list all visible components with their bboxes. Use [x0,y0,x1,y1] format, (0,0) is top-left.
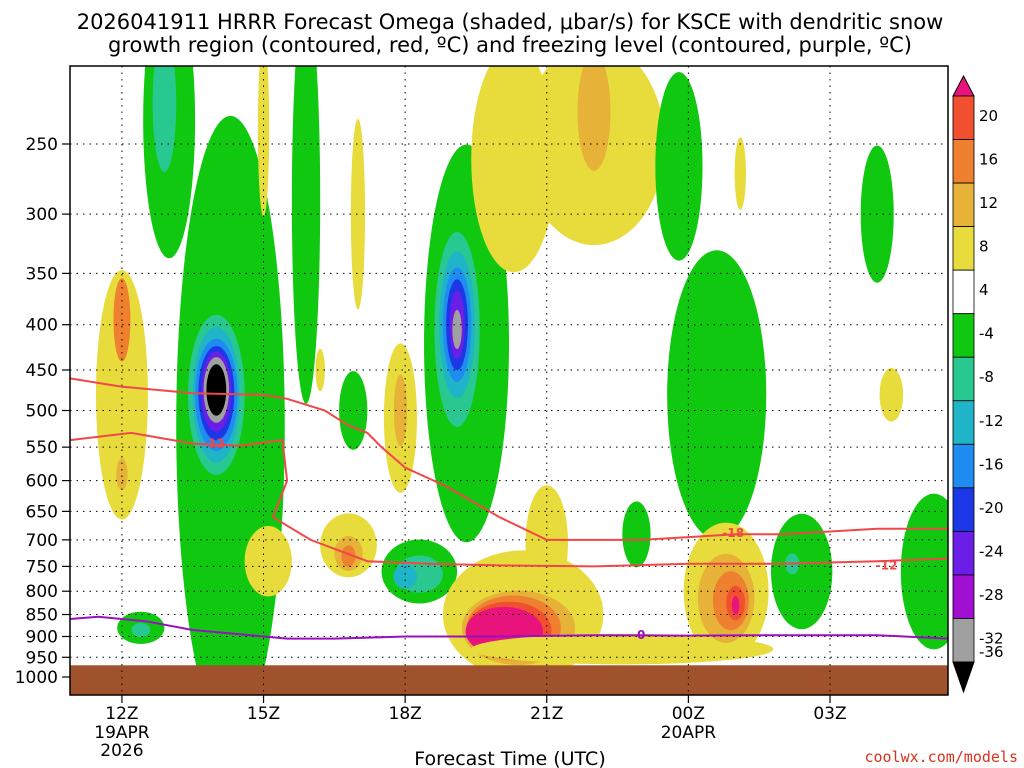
omega-region-13 [206,364,227,416]
omega-region-47 [525,485,569,600]
colorbar-bin-4 [952,226,975,271]
colorbar-bin-2 [952,139,975,184]
y-tick-label-400: 400 [26,316,58,336]
contour-lines: -12 -18 -12 0 [70,377,948,642]
colorbar-bin-13 [952,618,975,663]
omega-region-41 [341,545,356,567]
omega-shading [95,66,948,695]
omega-region-36 [667,250,767,540]
omega-region-4 [131,622,151,638]
omega-region-33 [577,66,611,171]
ground-surface [70,665,948,695]
omega-region-0 [95,270,148,520]
omega-region-30 [315,348,325,392]
colorbar-label-7: -12 [979,412,1004,430]
colorbar-label-1: 16 [979,151,998,169]
colorbar-bin-11 [952,530,975,576]
y-tick-label-600: 600 [26,472,58,492]
omega-region-26 [350,118,366,310]
y-tick-label-650: 650 [26,502,58,522]
y-tick-label-350: 350 [26,264,58,284]
omega-region-16 [291,66,321,404]
y-tick-label-450: 450 [26,361,58,381]
chart-title-line-2: growth region (contoured, red, ºC) and f… [108,33,912,57]
omega-region-57 [731,595,740,615]
colorbar-bin-7 [952,356,975,402]
x-tick-year-12: 2026 [100,741,143,761]
colorbar-label-12: -32 [979,629,1004,647]
y-tick-label-1000: 1000 [15,668,58,688]
dgz-contour-line-0 [70,431,948,568]
y-tick-label-900: 900 [26,627,58,647]
colorbar-label-11: -28 [979,586,1004,604]
omega-region-35 [734,137,746,210]
colorbar-bin-10 [952,487,975,532]
colorbar-label-8: -16 [979,455,1004,473]
grid-lines [70,66,948,695]
x-tick-label-12: 12Z [105,704,138,724]
y-tick-label-800: 800 [26,582,58,602]
dgz-contour-label-1: -18 [722,526,744,540]
dgz-contour-label-0: -12 [203,437,225,451]
omega-region-59 [770,513,833,630]
omega-region-34 [655,72,703,261]
colorbar-label-0: 20 [979,107,998,125]
y-tick-label-700: 700 [26,531,58,551]
colorbar-bin-3 [952,182,975,228]
y-tick-label-250: 250 [26,135,58,155]
x-tick-label-21: 21Z [530,704,563,724]
colorbar-bin-12 [952,574,975,619]
colorbar-label-4: 4 [979,281,989,299]
colorbar-top-arrow [952,74,975,97]
y-tick-label-550: 550 [26,438,58,458]
x-tick-label-18: 18Z [389,704,422,724]
x-tick-label-27: 03Z [813,704,846,724]
x-tick-date-12: 19APR [94,723,150,743]
plot-frame [69,65,949,696]
colorbar-label-5: -4 [979,325,994,343]
omega-region-45 [244,526,292,597]
x-axis-title: Forecast Time (UTC) [414,748,605,768]
omega-region-15 [152,66,177,173]
y-tick-label-750: 750 [26,557,58,577]
colorbar: 20 16 12 8 4 -4 -8 -12 -16 -20 -24 -28 -32-36 [952,74,1004,694]
credit-text: coolwx.com/models [864,748,1018,766]
x-tick-label-15: 15Z [247,704,280,724]
colorbar-bin-1 [952,95,975,140]
y-tick-label-850: 850 [26,606,58,626]
omega-region-17 [257,66,270,217]
y-tick-label-300: 300 [26,205,58,225]
plot-area: -12 -18 -12 0 [69,65,949,696]
omega-region-58 [622,501,651,568]
colorbar-label-10: -24 [979,542,1004,560]
colorbar-bin-5 [952,269,975,315]
omega-region-28 [393,374,408,447]
colorbar-label-6: -8 [979,368,994,386]
colorbar-label-2: 12 [979,194,998,212]
pressure-axis: 2503003504004505005506006507007508008509… [15,135,70,688]
freezing-contour-label-0: 0 [637,628,645,642]
omega-region-2 [116,458,128,491]
omega-region-25 [452,309,462,350]
colorbar-label-9: -20 [979,499,1004,517]
dgz-contour-line-1 [70,377,948,541]
colorbar-bin-9 [952,443,975,489]
colorbar-label-13: -36 [979,643,1004,661]
colorbar-bin-6 [952,313,975,358]
chart-title-line-1: 2026041911 HRRR Forecast Omega (shaded, … [77,10,944,34]
omega-region-61 [900,493,948,650]
x-tick-label-24: 00Z [672,704,705,724]
colorbar-bin-8 [952,400,975,445]
y-tick-label-500: 500 [26,402,58,422]
colorbar-bottom-arrow [952,661,975,694]
omega-region-38 [879,368,904,422]
omega-region-44 [393,564,417,589]
x-tick-date-24: 20APR [661,723,717,743]
y-tick-label-950: 950 [26,648,58,668]
colorbar-label-3: 8 [979,238,989,256]
freezing-contour-line-0 [70,615,948,640]
dgz-contour-label-2: -12 [876,558,898,572]
